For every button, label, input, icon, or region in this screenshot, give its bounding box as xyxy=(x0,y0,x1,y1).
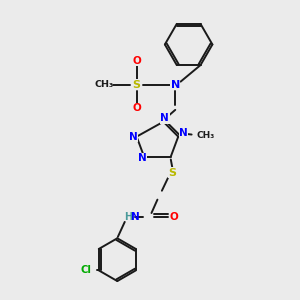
Text: S: S xyxy=(133,80,141,90)
Text: CH₃: CH₃ xyxy=(94,80,113,89)
Text: O: O xyxy=(132,56,141,66)
Text: N: N xyxy=(138,153,147,163)
Text: CH₃: CH₃ xyxy=(197,130,215,140)
Text: N: N xyxy=(129,132,137,142)
Text: Cl: Cl xyxy=(81,266,92,275)
Text: O: O xyxy=(132,103,141,113)
Text: H: H xyxy=(124,212,132,222)
Text: N: N xyxy=(171,80,180,90)
Text: N: N xyxy=(131,212,140,222)
Text: N: N xyxy=(179,128,188,138)
Text: S: S xyxy=(168,168,176,178)
Text: N: N xyxy=(160,113,169,123)
Text: O: O xyxy=(169,212,178,222)
